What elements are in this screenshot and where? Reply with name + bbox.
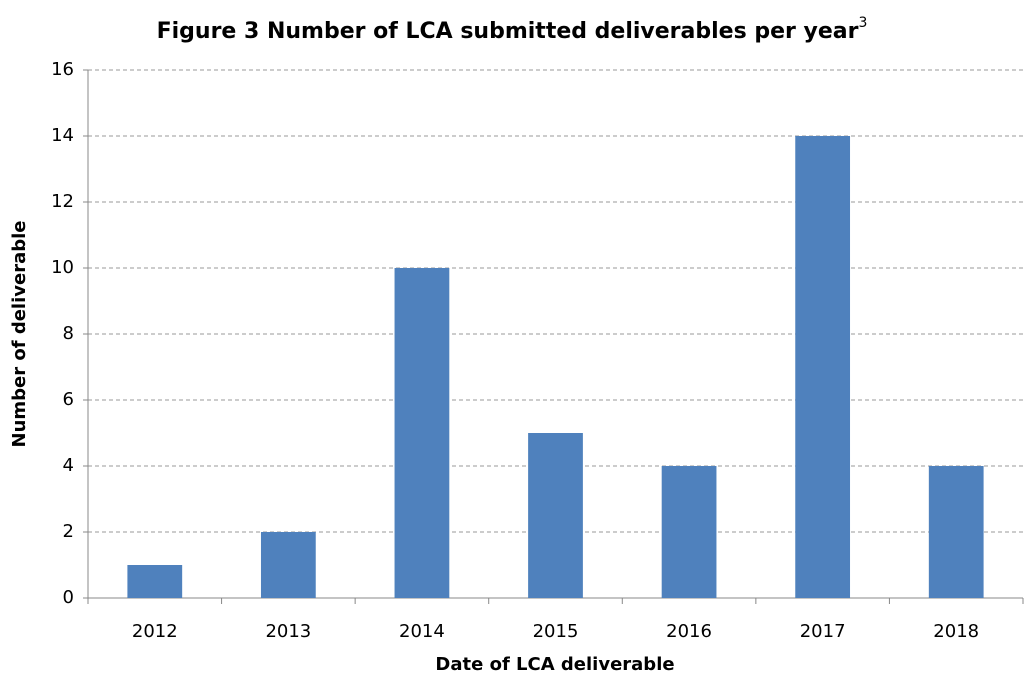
x-tick-label: 2014 [399, 621, 445, 642]
y-tick-label: 0 [63, 587, 74, 608]
bar [661, 466, 717, 598]
bar [260, 532, 316, 598]
bar [528, 433, 583, 598]
y-tick-label: 10 [51, 257, 74, 278]
x-axis-label: Date of LCA deliverable [435, 654, 674, 675]
chart-title: Figure 3 Number of LCA submitted deliver… [157, 19, 859, 44]
bar [928, 466, 984, 598]
x-tick-label: 2012 [132, 621, 178, 642]
y-tick-label: 8 [63, 323, 74, 344]
title-superscript: 3 [858, 15, 867, 31]
y-tick-label: 12 [51, 191, 74, 212]
x-tick-label: 2016 [666, 621, 712, 642]
bar [127, 565, 183, 598]
x-tick-label: 2017 [800, 621, 846, 642]
y-tick-label: 16 [51, 59, 74, 80]
y-tick-label: 4 [63, 455, 74, 476]
bar [394, 268, 450, 598]
y-axis-label: Number of deliverable [9, 221, 30, 448]
x-tick-label: 2015 [533, 621, 579, 642]
chart-title-group: Figure 3 Number of LCA submitted deliver… [157, 15, 868, 44]
x-tick-label: 2018 [933, 621, 979, 642]
x-tick-label: 2013 [265, 621, 311, 642]
bar [795, 136, 851, 598]
y-tick-label: 2 [63, 521, 74, 542]
y-tick-label: 6 [63, 389, 74, 410]
y-tick-label: 14 [51, 125, 74, 146]
